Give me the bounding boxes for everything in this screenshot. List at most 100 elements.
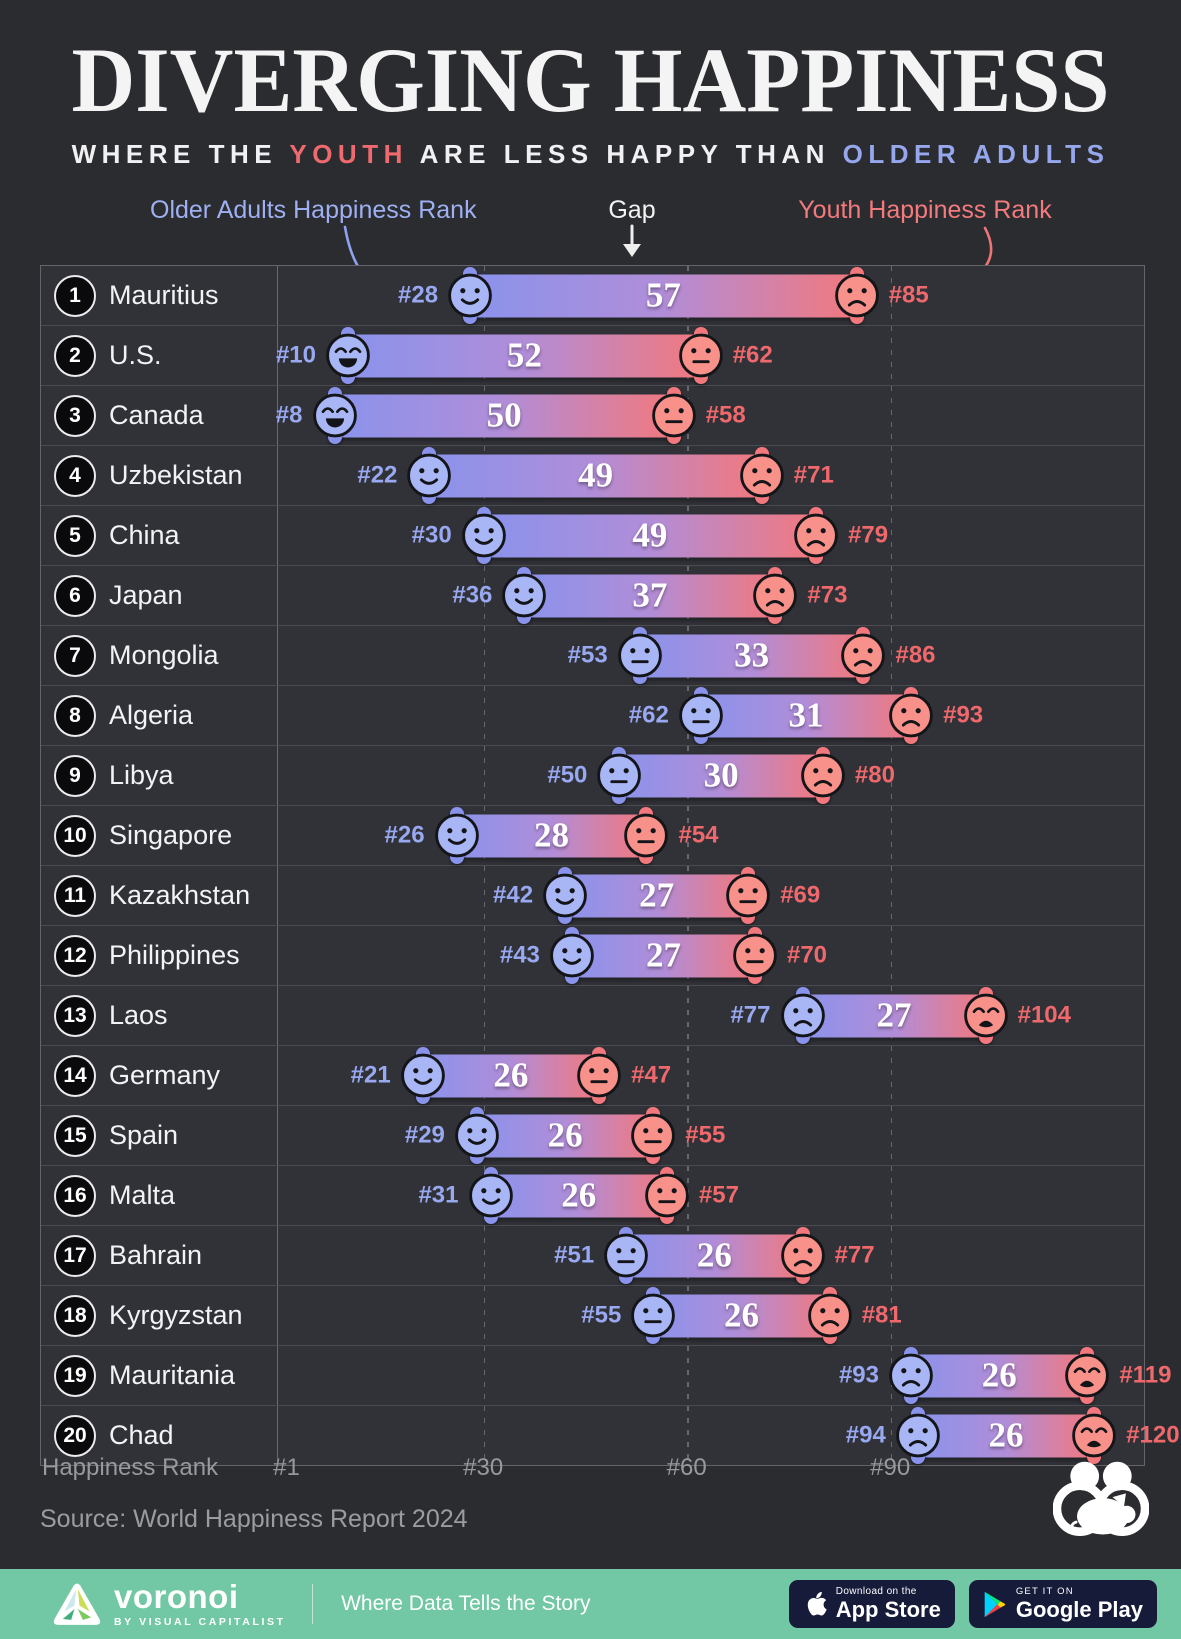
row-plot-area: 26 #94 #120 [277,1406,1180,1465]
frown-face-icon [841,633,886,678]
gap-value: 57 [645,275,681,315]
older-rank-label: #22 [357,461,398,489]
older-rank-label: #53 [567,641,608,669]
gridline-rank-90 [890,626,893,685]
neutral-face-icon [577,1053,621,1098]
google-play-line1: GET IT ON [1015,1586,1074,1598]
smile-face-icon [461,513,506,558]
by-visual-capitalist: BY VISUAL CAPITALIST [114,1616,286,1628]
country-name: Bahrain [109,1240,203,1270]
row-plot-area: 26 #21 #47 [277,1046,1144,1105]
country-name: Laos [109,1000,168,1030]
country-name: Mauritania [109,1360,236,1390]
neutral-face-icon [726,873,771,918]
frown-face-icon [794,513,838,558]
smile-face-icon [502,573,547,618]
row-plot-area: 28 #26 #54 [277,806,1144,865]
youth-rank-label: #93 [943,701,984,729]
youth-rank-label: #54 [678,821,719,849]
gap-value: 26 [561,1175,597,1215]
gap-value: 52 [506,335,542,375]
grin-face-icon [326,333,370,378]
gridline-rank-30 [483,1406,486,1465]
gap-value: 27 [639,875,675,915]
neutral-face-icon [617,633,662,678]
neutral-face-icon [604,1233,649,1278]
app-store-badge[interactable]: Download on the App Store [788,1580,955,1628]
row-label: 7 Mongolia [41,626,277,685]
gap-bar: 33 #53 #86 [568,627,936,684]
country-name: Mongolia [109,640,219,670]
frown-face-icon [739,453,784,498]
smile-face-icon [550,933,594,978]
older-rank-label: #77 [730,1001,771,1029]
gap-value: 26 [493,1055,529,1095]
smile-face-icon [455,1113,499,1158]
gridline-rank-30 [483,866,486,925]
gridline-rank-90 [890,806,893,865]
older-rank-label: #31 [418,1181,459,1209]
country-row: 2 U.S. 52 #10 #62 [41,325,1144,385]
gridline-rank-30 [483,686,486,745]
country-name: Malta [109,1180,176,1210]
gridline-rank-30 [483,746,486,805]
neutral-face-icon [733,933,777,978]
rank-badge: 19 [54,1354,96,1397]
country-row: 18 Kyrgyzstan 26 #55 #81 [41,1285,1144,1345]
older-rank-label: #93 [838,1361,879,1389]
gap-value: 49 [578,455,614,495]
country-name: U.S. [109,340,162,370]
rank-badge: 17 [54,1234,96,1277]
gridline-rank-90 [890,746,893,805]
country-name: Singapore [109,820,233,850]
gridline-rank-90 [890,866,893,925]
row-label: 20 Chad [41,1406,277,1465]
x-axis-tick: #1 [273,1454,300,1481]
voronoi-brand: voronoi BY VISUAL CAPITALIST [52,1580,286,1628]
rank-badge: 20 [54,1414,96,1457]
neutral-face-icon [597,753,642,798]
country-name: Canada [109,400,204,430]
gap-bar: 49 #30 #79 [412,507,888,564]
header: DIVERGING HAPPINESS WHERE THE YOUTH ARE … [0,0,1181,293]
gridline-rank-90 [890,326,893,385]
gridline-rank-90 [890,266,893,325]
older-rank-label: #55 [581,1301,622,1329]
gridline-rank-90 [890,926,893,985]
gap-value: 31 [788,695,824,735]
country-row: 4 Uzbekistan 49 #22 #71 [41,445,1144,505]
row-plot-area: 26 #55 #81 [277,1286,1144,1345]
youth-rank-label: #47 [631,1061,672,1089]
weary-face-icon [1072,1413,1117,1458]
row-label: 6 Japan [41,566,277,625]
gridline-rank-60 [687,1346,689,1405]
gap-bar: 52 #10 #62 [276,327,773,384]
gridline-rank-30 [483,986,486,1045]
google-play-logo-icon [984,1591,1006,1617]
older-rank-label: #10 [275,341,316,369]
row-label: 8 Algeria [41,686,277,745]
youth-rank-label: #86 [895,641,936,669]
app-store-line1: Download on the [835,1586,917,1597]
country-name: Kyrgyzstan [109,1300,243,1330]
gap-arrowhead [623,244,641,257]
older-rank-label: #8 [275,401,303,429]
voronoi-logo-icon [53,1583,101,1625]
gridline-rank-30 [483,926,486,985]
gap-bar: 57 #28 #85 [398,267,929,324]
gridline-rank-90 [890,1166,893,1225]
gridline-rank-60 [687,1406,689,1465]
legend-older-adults-label: Older Adults Happiness Rank [150,196,477,224]
gap-bar: 31 #62 #93 [629,687,983,744]
country-row: 13 Laos 27 #77 #104 [41,985,1144,1045]
gap-value: 37 [632,575,668,615]
google-play-badge[interactable]: GET IT ON Google Play [968,1580,1157,1628]
gridline-rank-90 [890,566,893,625]
country-name: Chad [109,1420,174,1450]
subtitle-youth-highlight: YOUTH [289,139,408,169]
row-label: 17 Bahrain [41,1226,277,1285]
youth-rank-label: #119 [1119,1361,1172,1389]
rank-badge: 12 [54,934,96,977]
rank-badge: 18 [54,1294,96,1337]
row-plot-area: 26 #31 #57 [277,1166,1144,1225]
